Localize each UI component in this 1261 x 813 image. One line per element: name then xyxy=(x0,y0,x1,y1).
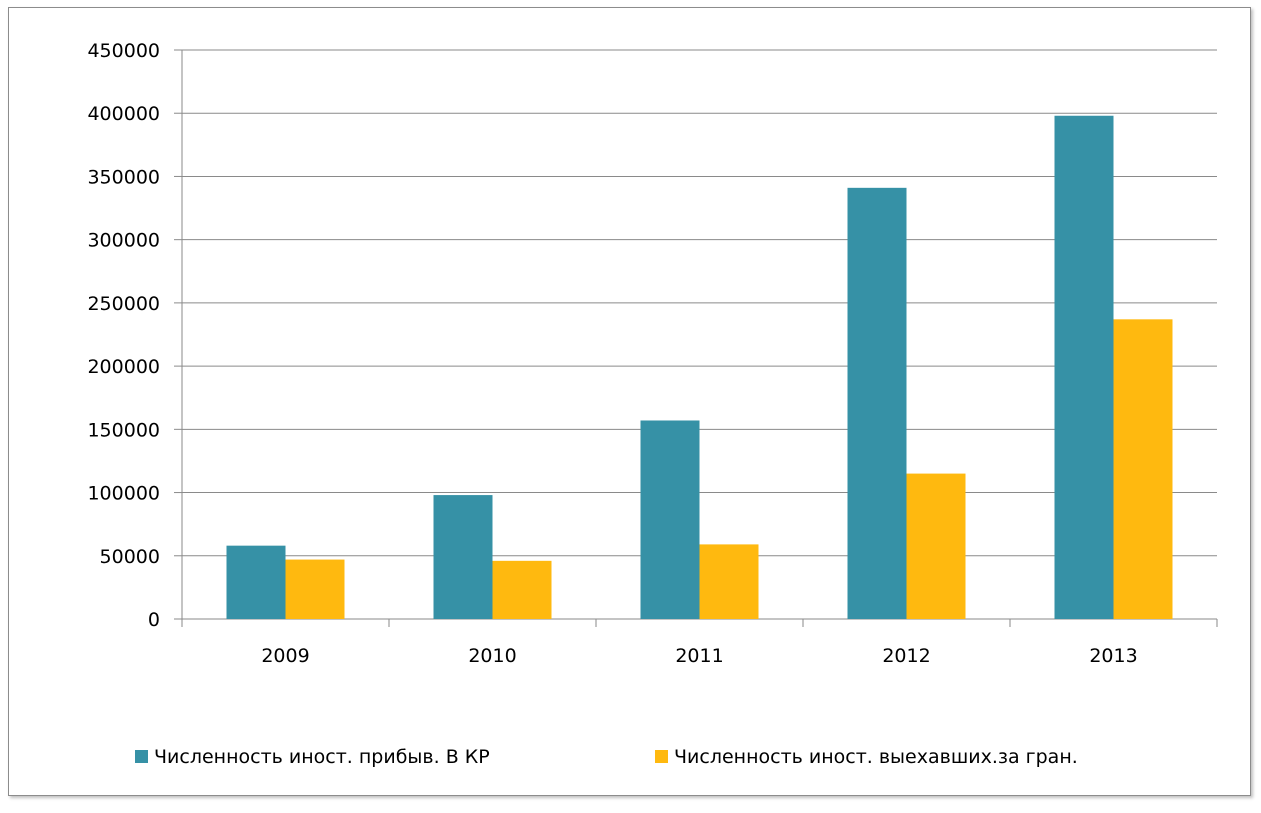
bar-departed-2013 xyxy=(1113,319,1173,619)
bar-arrived-2009 xyxy=(226,545,286,619)
y-tick-label: 100000 xyxy=(87,483,160,505)
bar-arrived-2013 xyxy=(1054,115,1114,620)
chart-frame: 0 50000 100000 150000 200000 250000 300000 3500… xyxy=(8,7,1251,796)
legend-swatch xyxy=(135,750,148,763)
y-tick-label: 50000 xyxy=(100,546,160,568)
y-tick-label: 450000 xyxy=(87,40,160,62)
legend-label: Численность иност. выехавших.за гран. xyxy=(674,746,1078,768)
chart-svg: 0 50000 100000 150000 200000 250000 300000 3500… xyxy=(87,40,1218,768)
legend-label: Численность иност. прибыв. В КР xyxy=(154,746,490,768)
legend-swatch xyxy=(655,750,668,763)
y-tick-label: 250000 xyxy=(87,293,160,315)
y-tick-label: 200000 xyxy=(87,356,160,378)
bar-arrived-2012 xyxy=(847,187,907,619)
y-tick-label: 150000 xyxy=(87,419,160,441)
bar-arrived-2011 xyxy=(640,420,700,619)
x-tick-label: 2009 xyxy=(261,645,309,667)
bar-departed-2012 xyxy=(906,473,966,619)
bar-departed-2009 xyxy=(285,559,345,619)
x-tick-label: 2011 xyxy=(675,645,723,667)
y-tick-label: 0 xyxy=(148,609,160,631)
bar-arrived-2010 xyxy=(433,495,493,619)
y-tick-label: 300000 xyxy=(87,230,160,252)
x-tick-label: 2013 xyxy=(1089,645,1137,667)
y-tick-label: 400000 xyxy=(87,103,160,125)
x-tick-label: 2010 xyxy=(468,645,516,667)
bar-departed-2010 xyxy=(492,560,552,619)
y-tick-label: 350000 xyxy=(87,166,160,188)
x-tick-label: 2012 xyxy=(882,645,930,667)
bar-departed-2011 xyxy=(699,544,759,619)
